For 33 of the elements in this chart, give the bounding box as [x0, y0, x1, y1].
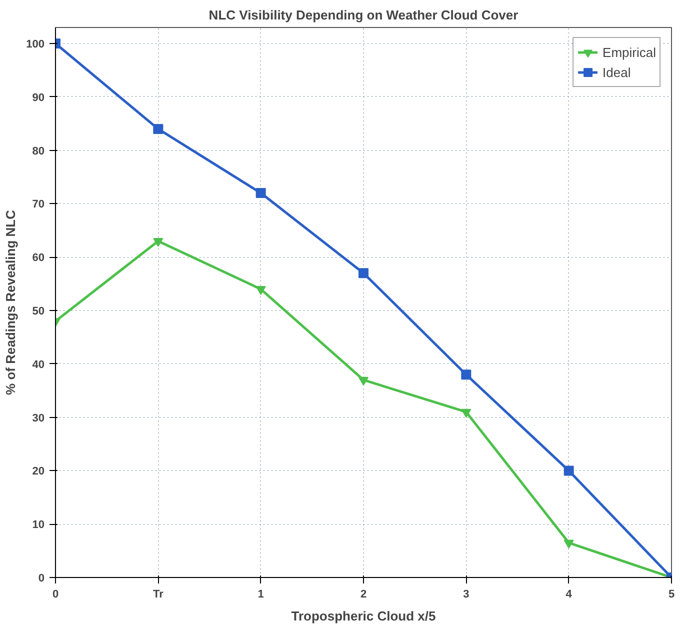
y-axis-title: % of Readings Revealing NLC — [3, 209, 18, 395]
y-tick-label: 80 — [32, 145, 45, 158]
x-tick-label: 2 — [360, 588, 367, 600]
y-tick-label: 10 — [32, 519, 45, 532]
point — [153, 238, 164, 247]
x-tick-label: 4 — [566, 588, 573, 600]
y-tick-label: 100 — [26, 38, 45, 51]
y-tick-label: 50 — [32, 306, 45, 318]
y-tick-label: 20 — [32, 466, 45, 478]
point — [153, 124, 164, 134]
point — [358, 376, 368, 386]
point — [256, 286, 266, 295]
x-tick-label: 0 — [52, 588, 59, 600]
point — [564, 466, 574, 476]
chart-title: NLC Visibility Depending on Weather Cloud Cover — [208, 8, 518, 22]
point — [461, 370, 472, 380]
point — [256, 188, 266, 198]
x-tick-label: 5 — [668, 588, 675, 600]
x-tick-label: 1 — [258, 588, 264, 600]
point — [358, 268, 368, 278]
point — [461, 408, 472, 418]
y-tick-label: 60 — [32, 252, 45, 264]
y-tick-label: 70 — [32, 198, 45, 211]
legend-label: Empirical — [602, 44, 656, 60]
x-tick-label: Tr — [152, 588, 164, 600]
y-tick-label: 40 — [32, 358, 45, 371]
x-axis-title: Tropospheric Cloud x/5 — [291, 608, 436, 624]
y-tick-label: 0 — [38, 572, 45, 584]
y-tick-label: 30 — [32, 412, 45, 424]
y-tick-label: 90 — [32, 92, 45, 104]
point — [564, 540, 574, 548]
x-tick-label: 3 — [463, 588, 470, 600]
legend-label: Ideal — [602, 64, 631, 80]
